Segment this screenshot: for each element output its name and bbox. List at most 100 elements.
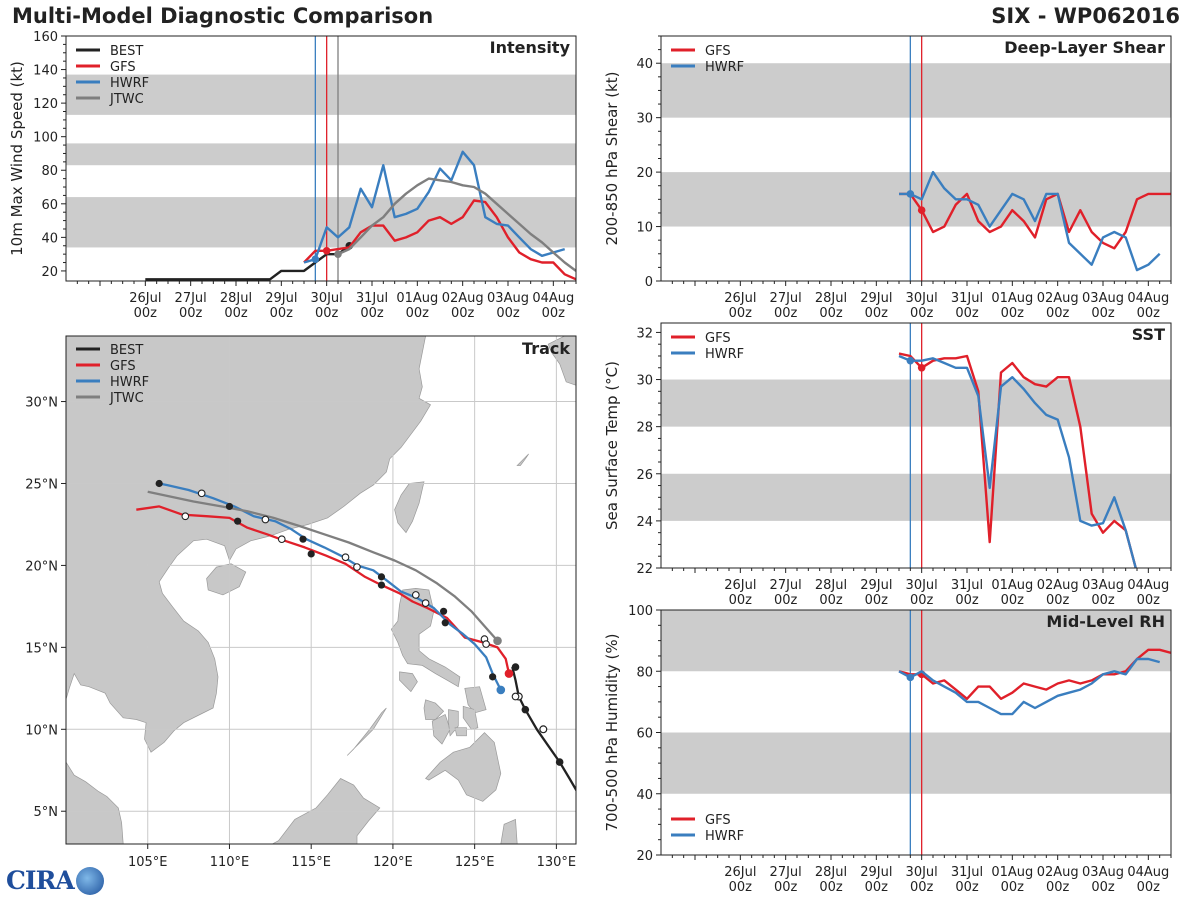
rh-xtick-label: 28Jul 00z	[815, 865, 847, 895]
intensity-ytick-label: 140	[33, 64, 58, 79]
intensity-ylabel: 10m Max Wind Speed (kt)	[8, 61, 26, 256]
shear-xtick-label: 28Jul 00z	[815, 291, 847, 321]
track-hwrf-open	[197, 489, 206, 498]
track-line-best	[511, 666, 576, 792]
sst-band	[661, 379, 1171, 427]
track-legend-label-best: BEST	[110, 343, 143, 358]
sst-marker-hwrf	[906, 356, 915, 365]
intensity-legend-label-gfs: GFS	[110, 60, 136, 75]
panel-track: 105°E 110°E 115°E 120°E 125°E 130°E 5°N 10°N 15°…	[25, 335, 577, 870]
track-hwrf-open	[261, 515, 270, 524]
halmahera-north	[500, 818, 518, 844]
track-gfs-start	[504, 669, 514, 678]
intensity-xtick-label: 28Jul 00z	[220, 291, 252, 321]
sst-frame	[660, 322, 1172, 569]
shear-xtick-label: 26Jul 00z	[724, 291, 756, 321]
sst-line-hwrf	[898, 354, 1137, 568]
track-gfs-fix	[441, 619, 449, 627]
rh-xtick-label: 01Aug 00z	[991, 865, 1033, 895]
shear-xtick-label: 30Jul 00z	[906, 291, 938, 321]
panel-intensity: 20 40 60 80 100 120 140 160 10m Max Wind Speed (…	[8, 30, 577, 321]
intensity-ytick-label: 160	[33, 30, 58, 45]
shear-xtick-label: 03Aug 00z	[1082, 291, 1124, 321]
intensity-xtick-label: 26Jul 00z	[129, 291, 161, 321]
track-gfs-open	[421, 599, 430, 607]
shear-xtick-label: 01Aug 00z	[991, 291, 1033, 321]
track-gfs-open	[353, 563, 361, 571]
taiwan	[394, 481, 425, 534]
rh-xtick-label: 31Jul 00z	[951, 865, 983, 895]
track-gfs-open	[511, 692, 520, 701]
shear-ylabel: 200-850 hPa Shear (kt)	[603, 72, 621, 246]
intensity-ytick-label: 80	[41, 164, 58, 179]
globe-icon	[76, 867, 104, 895]
shear-band	[661, 172, 1171, 227]
sst-ytick-label: 28	[636, 421, 653, 436]
intensity-frame	[65, 35, 577, 282]
hainan	[206, 563, 247, 596]
sst-xtick-label: 02Aug 00z	[1037, 578, 1079, 608]
storm-id: SIX - WP062016	[991, 4, 1180, 28]
borneo	[220, 778, 381, 844]
sst-xtick-label: 30Jul 00z	[906, 578, 938, 608]
palawan	[346, 707, 387, 756]
intensity-xtick-label: 04Aug 00z	[532, 291, 574, 321]
rh-xtick-label: 04Aug 00z	[1127, 865, 1169, 895]
track-best-fix	[521, 705, 530, 714]
intensity-xtick-label: 30Jul 00z	[311, 291, 343, 321]
sst-xtick-label: 04Aug 00z	[1127, 578, 1169, 608]
shear-ytick-label: 30	[636, 112, 653, 127]
track-hwrf-open	[411, 591, 420, 599]
intensity-legend-label-best: BEST	[110, 44, 143, 59]
rh-marker-hwrf	[906, 673, 915, 682]
track-xtick-label: 105°E	[128, 855, 168, 870]
rh-legend-label-hwrf: HWRF	[705, 829, 744, 844]
shear-xtick-label: 31Jul 00z	[951, 291, 983, 321]
track-hwrf-fix	[155, 479, 163, 488]
sst-legend-label-gfs: GFS	[705, 331, 731, 346]
intensity-band	[66, 197, 576, 248]
track-hwrf-fix	[439, 607, 448, 615]
intensity-legend-label-jtwc: JTWC	[109, 92, 144, 107]
sst-ytick-label: 26	[636, 468, 653, 483]
sst-xtick-label: 29Jul 00z	[860, 578, 892, 608]
logo-text: CIRA	[6, 866, 75, 895]
shear-marker-hwrf	[906, 190, 915, 198]
rh-ytick-label: 80	[636, 665, 653, 680]
intensity-ytick-label: 40	[41, 231, 58, 246]
sst-marker-gfs	[917, 363, 926, 372]
sst-plot-area	[661, 323, 1171, 568]
track-ytick-label: 15°N	[25, 641, 58, 656]
shear-ytick-label: 40	[636, 57, 653, 72]
rh-band	[661, 732, 1171, 794]
sst-xtick-label: 03Aug 00z	[1082, 578, 1124, 608]
shear-ytick-label: 10	[636, 221, 653, 236]
intensity-xtick-label: 27Jul 00z	[175, 291, 207, 321]
shear-legend-label-hwrf: HWRF	[705, 60, 744, 75]
sst-ytick-label: 30	[636, 374, 653, 389]
track-hwrf-start	[496, 685, 506, 695]
intensity-line-jtwc	[337, 177, 576, 272]
track-ytick-label: 30°N	[25, 396, 58, 411]
track-xtick-label: 110°E	[210, 855, 250, 870]
shear-ytick-label: 0	[645, 275, 653, 290]
kyushu	[547, 336, 576, 386]
sst-line-gfs	[898, 352, 1137, 568]
figure-title: Multi-Model Diagnostic Comparison	[12, 4, 434, 28]
samar	[464, 686, 487, 714]
mindanao	[425, 732, 502, 802]
sst-xtick-label: 31Jul 00z	[951, 578, 983, 608]
rh-xtick-label: 02Aug 00z	[1037, 865, 1079, 895]
rh-line-hwrf	[898, 657, 1161, 716]
track-xtick-label: 125°E	[455, 855, 495, 870]
mindoro	[399, 671, 418, 693]
rh-title: Mid-Level RH	[1046, 612, 1165, 631]
sst-ytick-label: 22	[636, 562, 653, 577]
rh-xtick-label: 26Jul 00z	[724, 865, 756, 895]
intensity-xtick-label: 31Jul 00z	[356, 291, 388, 321]
track-ytick-label: 5°N	[34, 805, 59, 820]
rh-line-gfs	[898, 648, 1171, 700]
rh-plot-area	[661, 610, 1171, 855]
track-gfs-open	[181, 512, 190, 521]
